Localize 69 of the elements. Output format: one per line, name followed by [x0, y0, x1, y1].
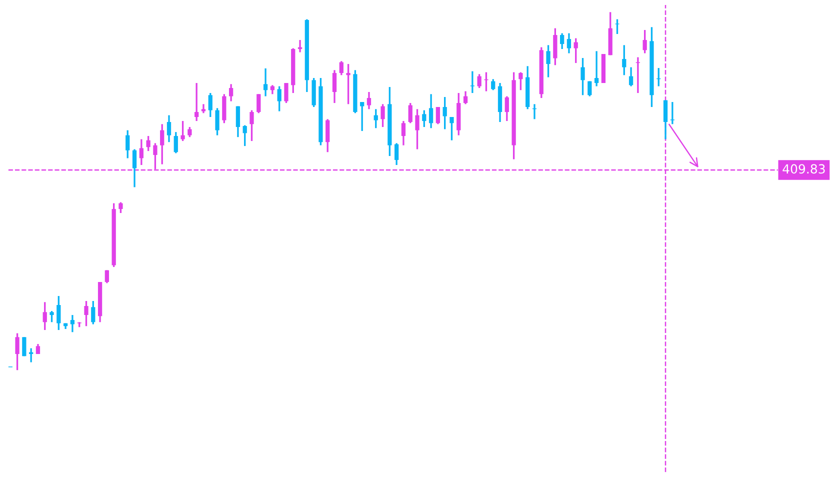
text: 409.83: [782, 164, 825, 174]
candlestick: [615, 18, 620, 35]
candlestick: [408, 102, 412, 124]
candlestick: [622, 44, 626, 76]
candlestick: [588, 80, 592, 98]
candlestick: [663, 99, 668, 140]
candlestick: [374, 108, 378, 129]
candlestick: [326, 118, 330, 153]
candlestick: [242, 124, 247, 147]
candlestick: [477, 73, 482, 89]
candlestick: [518, 71, 523, 92]
candlestick: [139, 138, 144, 166]
candlestick: [360, 101, 364, 132]
candlestick: [394, 142, 399, 166]
candlestick: [104, 269, 109, 284]
candlestick: [553, 27, 558, 66]
candlestick: [84, 300, 88, 327]
candlestick: [450, 116, 454, 142]
candlestick: [332, 69, 337, 104]
candlestick: [580, 57, 585, 96]
candlestick: [380, 103, 385, 128]
candlestick: [504, 95, 509, 122]
candlestick: [546, 44, 550, 78]
candlestick: [222, 93, 226, 124]
candlestick: [146, 135, 150, 152]
candlestick: [422, 109, 426, 128]
candlestick: [236, 105, 240, 138]
candlestick: [160, 123, 164, 166]
candlestick: [263, 68, 268, 98]
candlestick: [298, 39, 302, 54]
candlestick: [174, 131, 178, 154]
candlestick: [415, 108, 420, 150]
candlestick: [15, 332, 20, 371]
candlestick: [70, 314, 75, 334]
candlestick: [188, 126, 192, 138]
candlestick: [256, 93, 261, 114]
candlestick: [642, 29, 647, 54]
candlestick: [436, 106, 440, 126]
candlestick: [560, 32, 564, 50]
candlestick: [277, 85, 282, 112]
candlestick: [428, 93, 434, 129]
candlestick: [118, 201, 123, 214]
candlestick: [132, 148, 137, 188]
candlestick: [574, 37, 578, 64]
candlestick: [180, 120, 185, 142]
candlestick: [346, 63, 350, 105]
candlestick: [463, 90, 468, 105]
candlestick: [594, 50, 599, 88]
candlestick: [208, 92, 212, 118]
candlestick: [29, 347, 34, 364]
candlestick: [628, 66, 634, 88]
candlestick: [284, 82, 288, 104]
candlestick: [566, 32, 572, 54]
candlestick: [166, 114, 172, 143]
candlestick: [42, 301, 47, 331]
candlestick: [401, 120, 406, 146]
candlestick: [50, 310, 54, 323]
candlestick: [126, 129, 130, 160]
candlestick: [366, 91, 372, 110]
candlestick: [339, 60, 344, 76]
candlestick: [491, 78, 496, 92]
candlestick: [91, 300, 96, 326]
candlestick: [250, 109, 254, 142]
candlestick: [194, 82, 199, 122]
candlestick: [215, 107, 220, 136]
candlestick: [56, 295, 61, 331]
candlestick: [442, 96, 447, 130]
candlestick: [636, 56, 640, 94]
candlestick: [228, 83, 234, 102]
